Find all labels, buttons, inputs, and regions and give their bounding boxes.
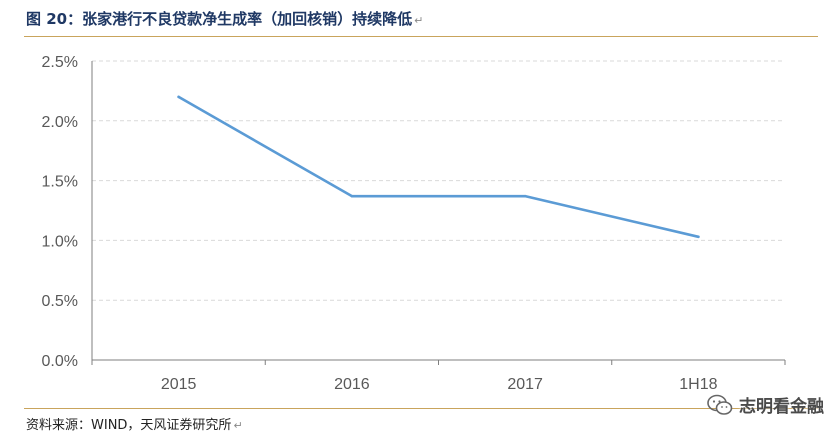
y-tick-label: 0.5% [42, 293, 78, 310]
y-tick-label: 0.0% [42, 353, 78, 370]
bottom-divider [24, 408, 818, 409]
x-tick-label: 2016 [334, 376, 370, 393]
y-tick-label: 2.5% [42, 54, 78, 71]
top-divider [24, 36, 818, 37]
y-tick-label: 1.5% [42, 174, 78, 191]
data-point [177, 95, 180, 99]
chart-title-text: 图 20：张家港行不良贷款净生成率（加回核销）持续降低 [26, 10, 413, 28]
line-chart: 0.0% 0.5% 1.0% 1.5% 2.0% 2.5% 2015 2016 2017 1H18 [42, 54, 786, 393]
y-tick-label: 1.0% [42, 233, 78, 250]
watermark: 志明看金融 [707, 392, 824, 417]
x-tick-label: 2017 [507, 376, 543, 393]
paragraph-mark-icon: ↵ [414, 14, 424, 27]
series-line [177, 95, 700, 239]
wechat-icon [707, 394, 733, 415]
source-note: 资料来源：WIND，天风证券研究所 ↵ [26, 414, 243, 433]
y-tick-label: 2.0% [42, 114, 78, 131]
x-tick-label: 2015 [161, 376, 197, 393]
watermark-text: 志明看金融 [739, 397, 824, 417]
paragraph-mark-icon: ↵ [233, 419, 243, 432]
chart-title: 图 20：张家港行不良贷款净生成率（加回核销）持续降低 ↵ [26, 8, 423, 29]
x-tick-label: 1H18 [679, 376, 717, 393]
data-point [350, 194, 354, 198]
data-point [523, 194, 527, 198]
source-text: 资料来源：WIND，天风证券研究所 [26, 418, 232, 433]
data-point [697, 235, 700, 239]
